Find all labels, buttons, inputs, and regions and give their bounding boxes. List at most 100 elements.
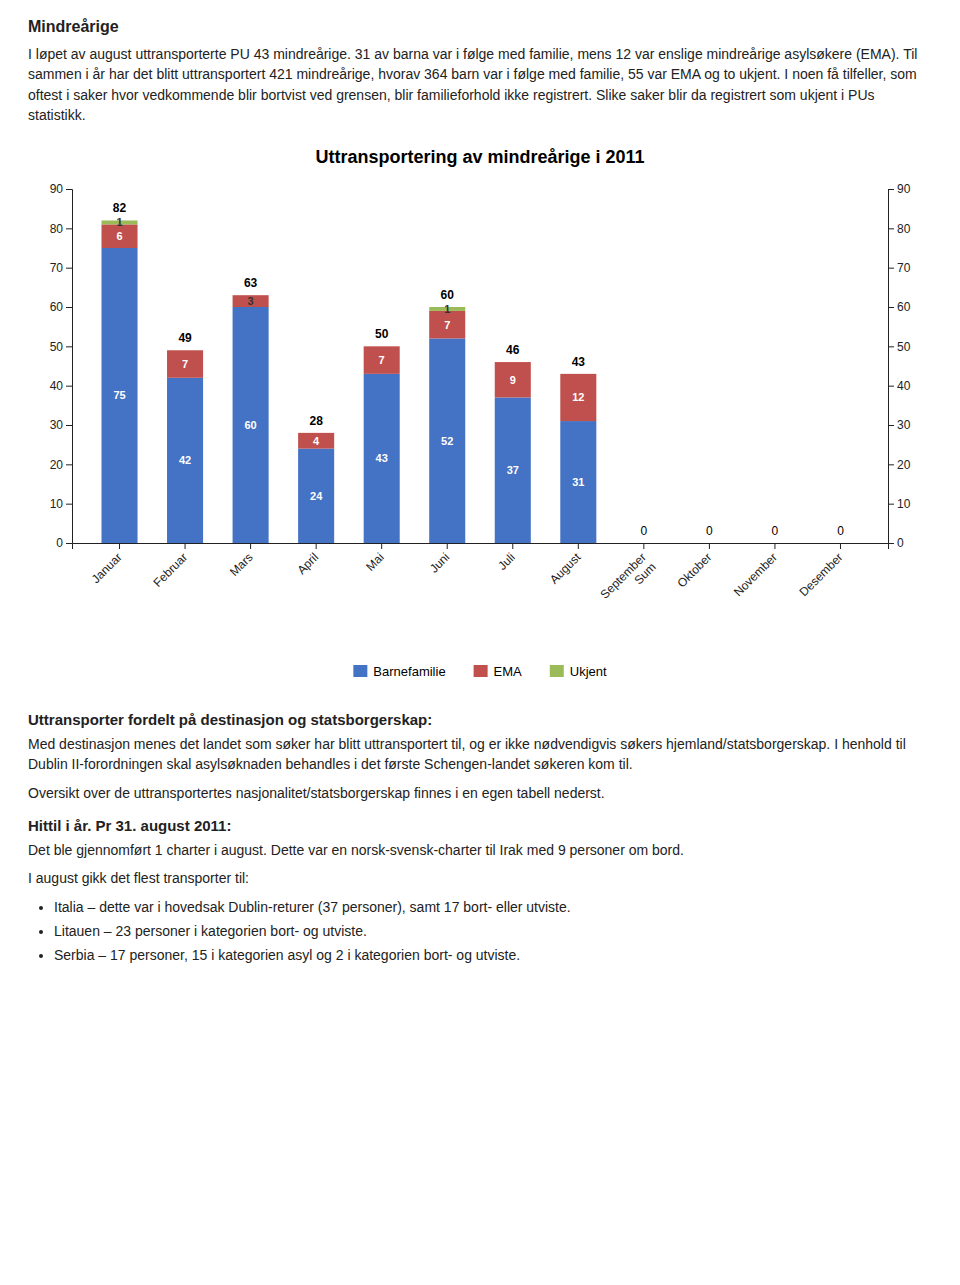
tick-label: 20 <box>50 458 64 472</box>
bar <box>233 307 269 543</box>
bar <box>364 374 400 543</box>
bar <box>298 449 334 543</box>
bar <box>626 543 662 544</box>
axis-line <box>889 190 895 544</box>
legend-swatch <box>353 665 367 677</box>
data-label: 60 <box>244 419 256 431</box>
total-label: 46 <box>506 343 520 357</box>
total-label: 0 <box>837 524 844 538</box>
x-axis: Januar Februar Mars April Mai Juni Juli August S… <box>73 543 889 611</box>
tick: Februar <box>151 543 191 590</box>
chart: Uttransportering av mindreårige i 201101… <box>0 133 960 693</box>
bar <box>757 543 793 544</box>
tick-mark <box>66 347 72 348</box>
data-label: 24 <box>310 490 323 502</box>
bullet-item: Italia – dette var i hovedsak Dublin-ret… <box>54 897 932 917</box>
bar <box>822 543 858 544</box>
tick: 10 <box>50 497 72 511</box>
legend: BarnefamilieEMAUkjent <box>353 664 607 679</box>
total-label: 60 <box>441 288 455 302</box>
tick-label: 70 <box>50 261 64 275</box>
bar <box>560 374 596 421</box>
tick: 80 <box>50 222 72 236</box>
tick: 90 <box>50 183 72 197</box>
bar <box>298 433 334 434</box>
bar <box>757 543 793 544</box>
paragraph: Med destinasjon menes det landet som søk… <box>28 734 932 775</box>
tick-mark <box>888 386 894 387</box>
tick: Januar <box>89 543 125 586</box>
tick: 50 <box>888 340 911 354</box>
bar <box>560 421 596 543</box>
tick-mark <box>381 543 382 549</box>
top-text-panel: MindreårigeI løpet av august uttransport… <box>0 18 960 125</box>
tick-label: 0 <box>56 537 63 551</box>
tick-label: 90 <box>897 183 911 197</box>
tick-mark <box>66 189 72 190</box>
tick-mark <box>66 465 72 466</box>
tick-mark <box>66 307 72 308</box>
tick-label: November <box>731 550 780 599</box>
data-label: 42 <box>179 454 191 466</box>
tick-label: Mars <box>227 550 256 579</box>
tick-mark <box>66 504 72 505</box>
bar <box>626 543 662 544</box>
data-label: 1 <box>444 303 450 315</box>
legend-swatch <box>550 665 564 677</box>
tick-mark <box>66 268 72 269</box>
tick-label: Mai <box>363 550 387 574</box>
tick-label: 10 <box>897 497 911 511</box>
bar-series <box>101 225 596 449</box>
data-label: 7 <box>444 319 450 331</box>
tick: Juli <box>495 543 518 573</box>
axis-line <box>66 190 73 544</box>
tick-mark <box>66 229 72 230</box>
tick-mark <box>185 543 186 549</box>
tick: Mars <box>227 543 256 579</box>
bar <box>757 543 793 544</box>
y-axis: 0102030405060708090 <box>50 183 73 551</box>
data-label: 1 <box>116 216 122 228</box>
tick: August <box>547 543 584 587</box>
tick-label: 20 <box>897 458 911 472</box>
tick: Oktober <box>674 543 714 590</box>
bar <box>495 398 531 544</box>
tick-label: 70 <box>897 261 911 275</box>
bottom-text-panel: Uttransporter fordelt på destinasjon og … <box>0 711 960 965</box>
tick-label: SeptemberSum <box>598 550 659 611</box>
tick-mark <box>888 465 894 466</box>
tick-mark <box>888 189 894 190</box>
bar <box>101 248 137 543</box>
tick-mark <box>66 543 72 544</box>
tick: Juni <box>427 543 452 576</box>
tick: April <box>294 543 321 577</box>
paragraph: Det ble gjennomført 1 charter i august. … <box>28 840 932 860</box>
tick-label: 30 <box>50 419 64 433</box>
legend-swatch <box>474 665 488 677</box>
tick: SeptemberSum <box>598 543 659 611</box>
tick-label: 60 <box>897 301 911 315</box>
bullet-list: Italia – dette var i hovedsak Dublin-ret… <box>28 897 932 966</box>
tick: November <box>731 543 780 599</box>
bar <box>429 311 465 339</box>
bar <box>364 346 400 347</box>
tick: 60 <box>50 301 72 315</box>
tick-mark <box>250 543 251 549</box>
tick-mark <box>888 347 894 348</box>
tick: 50 <box>50 340 72 354</box>
tick-label: Juni <box>427 550 452 575</box>
bar-series <box>101 221 465 311</box>
tick-label: Desember <box>797 550 846 599</box>
tick-mark <box>119 543 120 549</box>
bar <box>626 543 662 544</box>
tick-label: Februar <box>151 550 191 590</box>
tick-mark <box>888 268 894 269</box>
tick-label: 0 <box>897 537 904 551</box>
section-title: Uttransporter fordelt på destinasjon og … <box>28 711 932 728</box>
tick-mark <box>643 543 644 549</box>
tick-label: Juli <box>495 550 518 573</box>
legend-label: Ukjent <box>570 664 607 679</box>
tick: 20 <box>888 458 911 472</box>
data-label: 75 <box>113 390 125 402</box>
tick-label: April <box>294 550 321 577</box>
